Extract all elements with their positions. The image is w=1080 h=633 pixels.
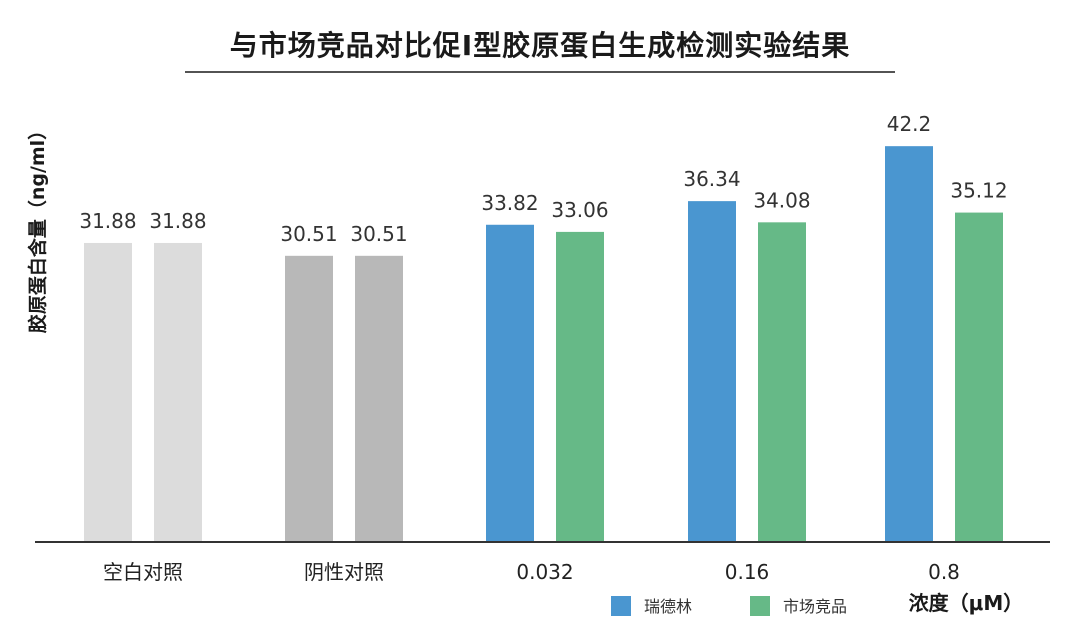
legend: 瑞德林 市场竞品: [611, 596, 847, 616]
data-label: 35.12: [950, 179, 1007, 203]
bars-group: 31.88 31.88 空白对照 30.51 30.51 阴性对照 33.82 33.06 0.…: [79, 112, 1007, 584]
x-tick-label: 空白对照: [103, 560, 183, 584]
bar-series1-2: [486, 224, 534, 542]
bar-series2-3: [758, 222, 806, 543]
bar-series1-3: [688, 201, 736, 542]
bar-series2-0: [154, 242, 202, 542]
bar-series2-4: [955, 212, 1003, 542]
data-label: 42.2: [887, 112, 932, 136]
data-label: 33.82: [481, 191, 538, 215]
data-label: 31.88: [79, 209, 136, 233]
x-tick-label: 0.032: [516, 560, 573, 584]
x-axis-label: 浓度（μM）: [909, 591, 1024, 615]
data-label: 34.08: [753, 188, 810, 212]
chart-title: 与市场竞品对比促I型胶原蛋白生成检测实验结果: [230, 29, 850, 62]
bar-series1-1: [285, 255, 333, 542]
x-tick-label: 0.16: [725, 560, 770, 584]
bar-series1-4: [885, 146, 933, 542]
legend-label: 瑞德林: [644, 597, 692, 616]
legend-swatch: [750, 596, 770, 616]
bar-series2-2: [556, 231, 604, 542]
y-axis-label: 胶原蛋白含量（ng/ml）: [26, 121, 49, 333]
x-tick-label: 阴性对照: [304, 560, 384, 584]
data-label: 33.06: [551, 198, 608, 222]
x-tick-label: 0.8: [928, 560, 960, 584]
legend-swatch: [611, 596, 631, 616]
legend-label: 市场竞品: [783, 597, 847, 616]
data-label: 30.51: [280, 222, 337, 246]
data-label: 30.51: [350, 222, 407, 246]
data-label: 31.88: [149, 209, 206, 233]
bar-series1-0: [84, 242, 132, 542]
bar-series2-1: [355, 255, 403, 542]
data-label: 36.34: [683, 167, 740, 191]
